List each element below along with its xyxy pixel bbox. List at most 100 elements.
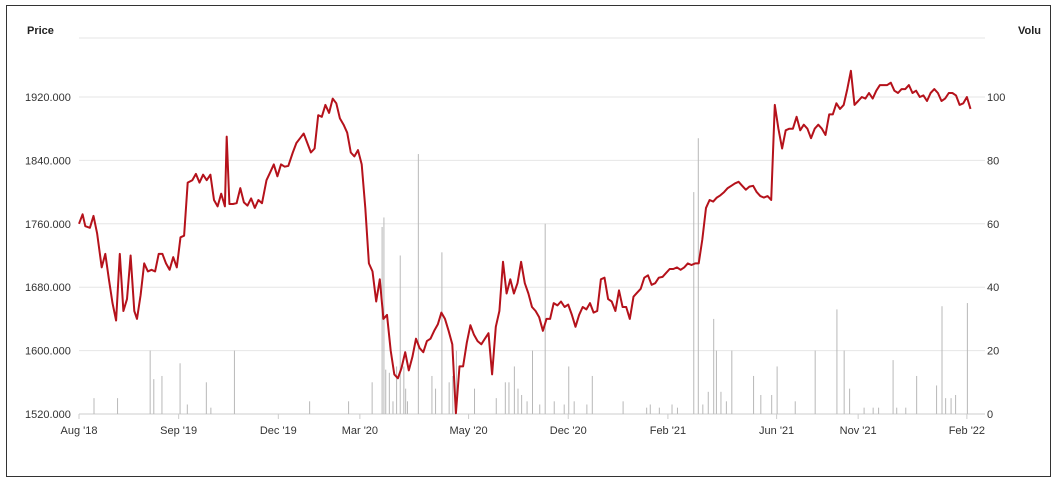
price-line-layer — [78, 69, 972, 415]
volume-bar — [396, 366, 398, 414]
volume-bar — [563, 404, 565, 414]
volume-bar — [878, 407, 880, 414]
volume-bar — [916, 375, 918, 414]
volume-bars-layer — [93, 138, 968, 414]
right-tick-label: 0 — [987, 409, 993, 421]
volume-bar — [403, 366, 405, 414]
volume-bar — [872, 407, 874, 414]
volume-bar — [381, 226, 383, 414]
volume-bar — [474, 388, 476, 414]
volume-bar — [399, 255, 401, 414]
left-tick-label: 1760.000 — [25, 219, 71, 231]
volume-bar — [179, 363, 181, 414]
volume-bar — [892, 360, 894, 414]
volume-bar — [715, 350, 717, 414]
volume-bar — [309, 401, 311, 414]
volume-bar — [753, 375, 755, 414]
volume-bar — [568, 366, 570, 414]
x-tick-label: Mar '20 — [342, 425, 378, 437]
volume-bar — [186, 404, 188, 414]
volume-bar — [702, 404, 704, 414]
price-volume-chart: 1520.000 1600.000 1680.000 1760.000 1840.000… — [25, 25, 1041, 437]
right-tick-label: 40 — [987, 282, 999, 294]
volume-bar — [441, 252, 443, 414]
volume-bar — [905, 407, 907, 414]
volume-bar — [93, 398, 95, 414]
volume-bar — [508, 382, 510, 414]
right-axis-title: Volu — [1018, 25, 1041, 37]
volume-bar — [573, 401, 575, 414]
x-tick-label: Nov '21 — [840, 425, 877, 437]
right-tick-label: 80 — [987, 155, 999, 167]
volume-bar — [671, 404, 673, 414]
volume-bar — [385, 369, 387, 414]
x-tick-label: Feb '22 — [949, 425, 985, 437]
volume-bar — [517, 388, 519, 414]
volume-bar — [504, 382, 506, 414]
volume-bar — [776, 366, 778, 414]
volume-bar — [539, 404, 541, 414]
volume-bar — [233, 350, 235, 414]
volume-bar — [836, 309, 838, 414]
volume-bar — [707, 391, 709, 414]
volume-bar — [495, 398, 497, 414]
tick-labels-layer: 1520.000 1600.000 1680.000 1760.000 1840.000… — [25, 92, 1005, 437]
volume-bar — [405, 388, 407, 414]
volume-bar — [814, 350, 816, 414]
volume-bar — [794, 401, 796, 414]
volume-bar — [371, 382, 373, 414]
volume-bar — [941, 306, 943, 414]
volume-bar — [388, 372, 390, 414]
volume-bar — [448, 382, 450, 414]
volume-bar — [431, 375, 433, 414]
volume-bar — [760, 394, 762, 414]
left-tick-label: 1840.000 — [25, 155, 71, 167]
volume-bar — [771, 394, 773, 414]
volume-bar — [417, 154, 419, 414]
volume-bar — [693, 192, 695, 414]
volume-bar — [713, 318, 715, 414]
volume-bar — [406, 401, 408, 414]
volume-bar — [435, 388, 437, 414]
volume-bar — [676, 407, 678, 414]
volume-bar — [966, 303, 968, 414]
volume-bar — [658, 407, 660, 414]
x-tick-label: Dec '19 — [260, 425, 297, 437]
left-tick-label: 1520.000 — [25, 409, 71, 421]
volume-bar — [849, 388, 851, 414]
right-tick-label: 60 — [987, 219, 999, 231]
volume-bar — [526, 401, 528, 414]
volume-bar — [452, 375, 454, 414]
volume-bar — [153, 379, 155, 414]
volume-bar — [950, 398, 952, 414]
volume-bar — [521, 394, 523, 414]
volume-bar — [210, 407, 212, 414]
volume-bar — [955, 394, 957, 414]
volume-bar — [591, 375, 593, 414]
chart-frame: 1520.000 1600.000 1680.000 1760.000 1840.000… — [6, 5, 1051, 477]
volume-bar — [649, 404, 651, 414]
volume-bar — [622, 401, 624, 414]
volume-bar — [936, 385, 938, 414]
x-tick-label: May '20 — [449, 425, 487, 437]
right-tick-label: 100 — [987, 92, 1005, 104]
volume-bar — [863, 407, 865, 414]
x-tick-label: Feb '21 — [650, 425, 686, 437]
price-line — [78, 69, 972, 415]
left-tick-label: 1680.000 — [25, 282, 71, 294]
volume-bar — [896, 407, 898, 414]
volume-bar — [348, 401, 350, 414]
volume-bar — [843, 350, 845, 414]
volume-bar — [553, 401, 555, 414]
volume-bar — [544, 223, 546, 414]
volume-bar — [646, 407, 648, 414]
volume-bar — [161, 375, 163, 414]
left-tick-label: 1600.000 — [25, 346, 71, 358]
volume-bar — [513, 366, 515, 414]
volume-bar — [392, 401, 394, 414]
right-tick-label: 20 — [987, 346, 999, 358]
volume-bar — [731, 350, 733, 414]
volume-bar — [697, 138, 699, 414]
volume-bar — [205, 382, 207, 414]
volume-bar — [945, 398, 947, 414]
